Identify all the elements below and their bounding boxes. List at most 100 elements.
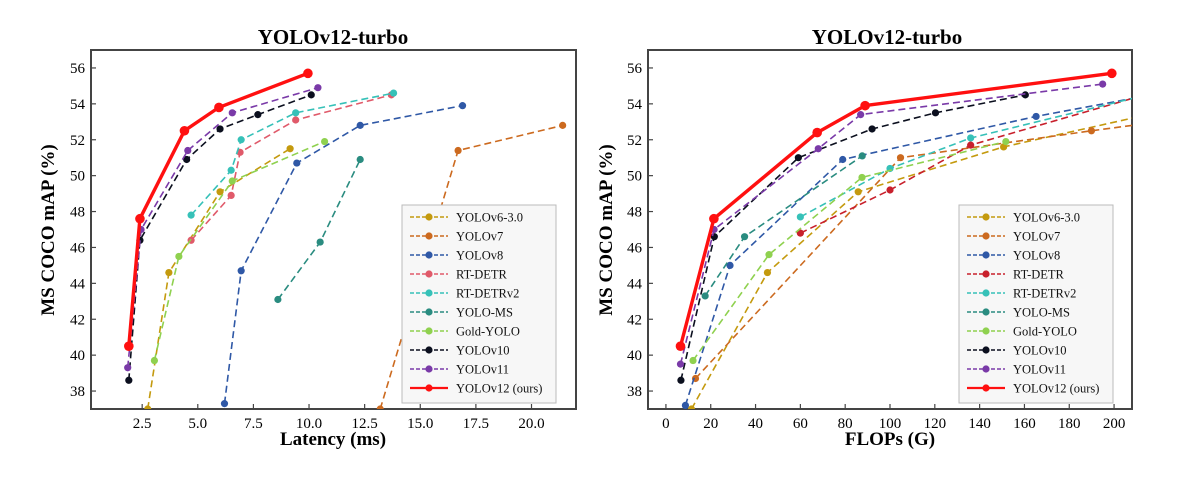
data-point xyxy=(389,89,398,97)
data-point xyxy=(135,213,145,224)
y-tick-label: 44 xyxy=(70,276,86,292)
data-point xyxy=(812,127,822,138)
series-gold-yolo xyxy=(689,137,1010,365)
data-point xyxy=(458,102,467,110)
data-point xyxy=(763,268,772,277)
y-tick-label: 42 xyxy=(70,312,85,328)
series-line xyxy=(680,94,1026,381)
data-point xyxy=(237,136,245,144)
x-tick-label: 60 xyxy=(793,416,808,432)
series-line xyxy=(800,97,1132,218)
legend-label: RT-DETR xyxy=(1013,268,1065,282)
data-point xyxy=(316,238,324,246)
data-point xyxy=(931,109,940,117)
legend: YOLOv6-3.0 YOLOv7 YOLOv8 RT-DETR RT-DETRv2 YO… xyxy=(401,204,557,404)
data-point xyxy=(677,376,685,384)
legend-marker xyxy=(982,251,990,259)
legend-marker xyxy=(982,270,990,278)
x-tick-label: 0 xyxy=(662,416,670,432)
x-axis-label: Latency (ms) xyxy=(280,429,386,450)
data-point xyxy=(559,121,567,129)
x-tick-label: 40 xyxy=(748,416,763,432)
data-point xyxy=(896,154,905,162)
data-point xyxy=(175,252,183,261)
x-tick-label: 180 xyxy=(1058,416,1081,432)
series-yolov12-ours xyxy=(675,68,1117,351)
x-tick-label: 15.0 xyxy=(407,416,433,432)
legend-item: RT-DETRv2 xyxy=(410,287,519,301)
legend-label: RT-DETRv2 xyxy=(1013,287,1076,301)
legend-label: YOLOv11 xyxy=(1013,363,1066,377)
y-tick-label: 56 xyxy=(70,61,86,77)
data-point xyxy=(227,191,235,199)
axis-ticks: 0 20 40 60 80 100 120 140 160 180 200 38 40 42 44 46 48 5… xyxy=(627,61,1125,432)
legend-marker xyxy=(982,365,990,373)
x-tick-label: 80 xyxy=(838,416,853,432)
chart-title: YOLOv12-turbo xyxy=(812,25,963,49)
data-point xyxy=(214,102,224,113)
data-point xyxy=(1002,137,1010,146)
data-point xyxy=(726,261,734,269)
data-point xyxy=(165,268,173,277)
series-yolov8 xyxy=(681,97,1132,409)
data-point xyxy=(286,145,294,153)
legend-marker xyxy=(425,365,433,373)
data-point xyxy=(857,111,865,119)
data-point xyxy=(321,137,329,146)
legend-label: YOLOv6-3.0 xyxy=(1013,211,1080,225)
legend-label: YOLOv7 xyxy=(456,230,503,244)
data-point xyxy=(681,401,690,409)
data-point xyxy=(254,111,262,119)
x-tick-label: 200 xyxy=(1103,416,1126,432)
data-point xyxy=(228,109,236,117)
data-point xyxy=(124,364,132,372)
legend-marker xyxy=(425,213,433,221)
data-point xyxy=(292,109,300,117)
y-tick-label: 42 xyxy=(627,312,642,328)
data-point xyxy=(125,376,133,384)
data-point xyxy=(967,134,975,142)
data-point xyxy=(860,100,870,111)
series-yolov6-3-0 xyxy=(144,145,294,409)
data-point xyxy=(187,211,195,219)
series-yolov6-3-0 xyxy=(687,117,1132,409)
data-point xyxy=(1099,80,1107,88)
data-point xyxy=(220,400,229,408)
legend-marker xyxy=(425,251,433,259)
legend-label: YOLOv12 (ours) xyxy=(456,382,542,396)
data-point xyxy=(124,341,134,351)
legend-label: YOLOv8 xyxy=(1013,249,1060,263)
series-yolov8 xyxy=(220,102,467,408)
x-tick-label: 2.5 xyxy=(133,416,152,432)
data-point xyxy=(709,213,719,224)
x-tick-label: 10.0 xyxy=(296,416,322,432)
legend-item: YOLOv10 xyxy=(410,344,509,358)
data-point xyxy=(216,125,224,133)
data-point xyxy=(839,155,847,164)
x-tick-label: 160 xyxy=(1013,416,1036,432)
x-tick-label: 120 xyxy=(924,416,947,432)
legend-item: YOLOv8 xyxy=(410,249,503,263)
series-rt-detr xyxy=(796,97,1132,237)
y-tick-label: 48 xyxy=(70,205,85,221)
legend-item: RT-DETRv2 xyxy=(967,287,1076,301)
data-point xyxy=(710,233,718,241)
legend-label: Gold-YOLO xyxy=(456,325,520,339)
legend-item: YOLOv12 (ours) xyxy=(410,382,542,396)
legend-marker xyxy=(982,346,990,354)
data-point xyxy=(858,152,866,160)
data-point xyxy=(1107,68,1117,79)
legend-marker xyxy=(425,327,433,335)
data-point xyxy=(1000,143,1008,151)
legend-marker xyxy=(425,270,433,278)
y-tick-label: 48 xyxy=(627,205,642,221)
data-point xyxy=(814,145,822,153)
y-tick-label: 52 xyxy=(627,133,642,149)
legend-marker xyxy=(425,346,433,354)
y-tick-label: 52 xyxy=(70,133,85,149)
x-tick-label: 140 xyxy=(968,416,991,432)
data-point xyxy=(858,173,866,182)
axis-ticks: 2.5 5.0 7.5 10.0 12.5 15.0 17.5 20.0 38 40 42 44 46 4… xyxy=(70,61,545,432)
x-tick-label: 12.5 xyxy=(352,416,378,432)
